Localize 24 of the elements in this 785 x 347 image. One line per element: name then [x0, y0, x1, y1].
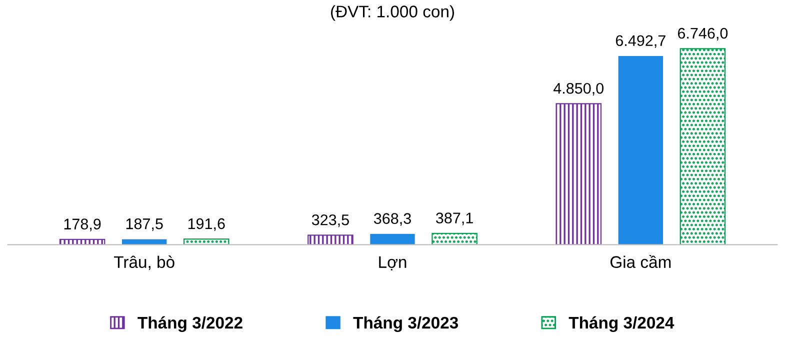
bar [618, 56, 663, 245]
legend-label: Tháng 3/2024 [568, 316, 674, 332]
bar [680, 48, 726, 245]
data-label: 191,6 [188, 218, 225, 231]
chart-title: (ĐVT: 1.000 con) [331, 5, 454, 21]
data-label: 368,3 [374, 213, 411, 226]
x-tick-label: Trâu, bò [114, 256, 174, 270]
bar [308, 234, 354, 245]
data-label: 323,5 [312, 214, 349, 228]
data-label: 4.850,0 [553, 82, 604, 96]
data-label: 6.492,7 [616, 35, 666, 48]
bar [122, 239, 167, 245]
bar [556, 103, 602, 245]
data-label: 187,5 [126, 218, 163, 232]
bar [432, 232, 478, 245]
bar [183, 238, 230, 245]
data-label: 178,9 [64, 218, 101, 232]
data-label: 387,1 [436, 212, 473, 226]
legend-label: Tháng 3/2022 [138, 316, 242, 332]
data-label: 6.746,0 [678, 28, 728, 40]
legend-label: Tháng 3/2023 [353, 316, 458, 332]
bar [370, 234, 415, 245]
x-tick-label: Lợn [379, 256, 406, 270]
x-tick-label: Gia cầm [610, 255, 671, 268]
